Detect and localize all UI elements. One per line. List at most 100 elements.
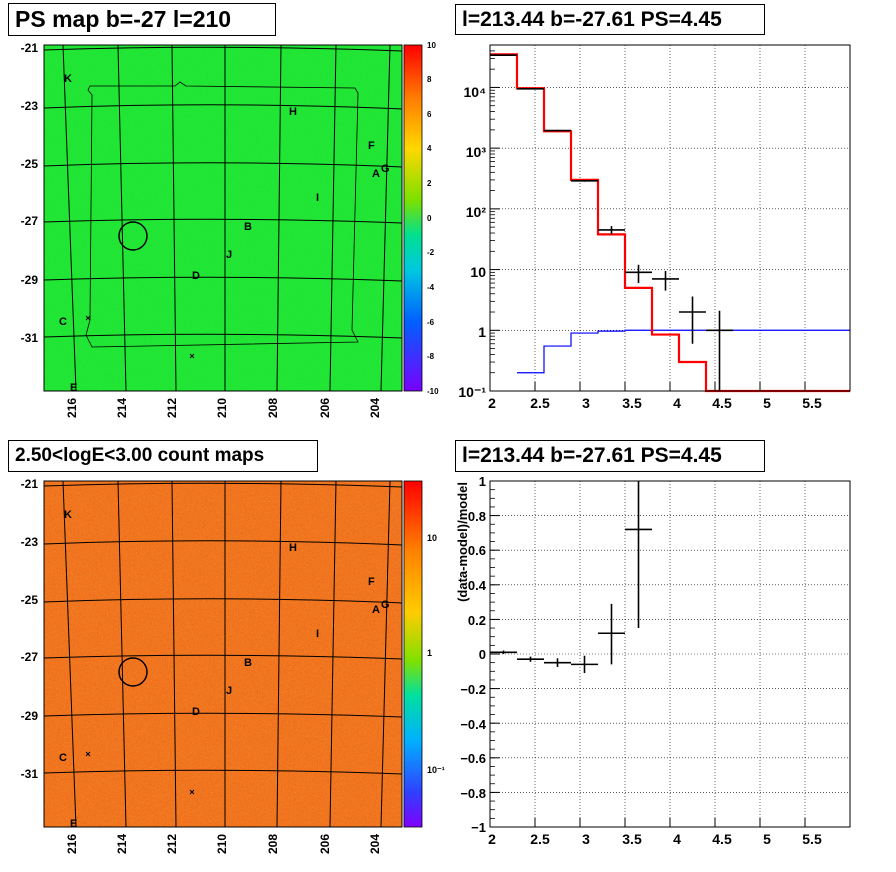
source-label-h: H	[289, 542, 297, 554]
count-map-xtick: 204	[368, 834, 382, 854]
count-cb-tick: 10⁻¹	[427, 765, 445, 775]
ps-map-xtick: 208	[266, 398, 280, 418]
count-map-crosses	[85, 751, 195, 795]
count-map-ytick: -27	[21, 650, 39, 664]
ps-map-ytick: -31	[21, 331, 39, 345]
source-label-f: F	[368, 576, 375, 588]
spectrum-xtick: 4	[673, 395, 681, 411]
ps-map-source-labels: K H F A G I B J D C E	[59, 73, 390, 394]
count-map-ytick: -25	[21, 593, 39, 607]
count-map-source-labels: K H F A G I B J D C E	[59, 509, 390, 830]
count-map-ytick: -31	[21, 767, 39, 781]
spectrum-component-line	[517, 329, 850, 374]
ps-map-frame	[43, 44, 403, 392]
ps-map-xtick: 206	[318, 398, 332, 418]
ps-map-ytick: -21	[21, 41, 39, 55]
source-label-a: A	[372, 604, 380, 616]
residual-xtick: 4	[673, 831, 681, 847]
residual-plot: 1 0.8 0.6 0.4 0.2 0 −0.2 −0.4 −0.6 −0.8 …	[455, 474, 851, 847]
count-map-xtick: 214	[115, 834, 129, 854]
count-map-ytick: -29	[21, 709, 39, 723]
count-map-xtick: 210	[215, 834, 229, 854]
count-map-texture-yellow	[44, 481, 402, 827]
source-label-c: C	[59, 752, 67, 764]
ps-cb-tick: 8	[427, 75, 432, 84]
ps-map-colorbar	[403, 44, 423, 392]
count-map-xtick: 206	[318, 834, 332, 854]
ps-cb-tick: -10	[427, 387, 439, 396]
ps-cb-tick: 10	[427, 41, 436, 50]
residual-ytick: −0.4	[460, 717, 486, 732]
count-map-xtick: 216	[65, 834, 79, 854]
ps-cb-tick: -2	[427, 248, 435, 257]
ps-map-title: PS map b=-27 l=210	[8, 3, 276, 36]
spectrum-xtick: 2.5	[530, 395, 550, 411]
residual-ytick: −1	[471, 820, 486, 835]
residual-xtick: 2.5	[530, 831, 550, 847]
source-label-e: E	[70, 382, 77, 394]
ps-map-ytick: -25	[21, 157, 39, 171]
spectrum-title: l=213.44 b=-27.61 PS=4.45	[455, 4, 765, 35]
ps-cb-tick: 4	[427, 144, 432, 153]
residual-xtick: 2	[488, 831, 496, 847]
ps-map-ytick: -27	[21, 214, 39, 228]
ps-map-target-circle	[118, 221, 148, 251]
spectrum-series	[490, 53, 850, 393]
spectrum-ticks	[489, 50, 806, 392]
count-cb-tick: 1	[427, 648, 432, 658]
spectrum-ytick: 10	[470, 264, 486, 280]
spectrum-xtick: 4.5	[712, 395, 732, 411]
ps-cb-tick: -6	[427, 318, 435, 327]
ps-cb-tick: 6	[427, 110, 432, 119]
spectrum-plot: 10⁻¹ 1 10 10² 10³ 10⁴ 2 2.5 3 3.5 4 4.5 …	[458, 44, 851, 411]
ps-cb-tick: -4	[427, 283, 435, 292]
source-label-k: K	[64, 509, 72, 521]
spectrum-x-tick-labels: 2 2.5 3 3.5 4 4.5 5 5.5	[488, 395, 822, 411]
residual-ytick: −0.6	[460, 751, 486, 766]
residual-ticks	[489, 480, 806, 828]
residual-xtick: 3	[582, 831, 590, 847]
spectrum-ytick: 10⁴	[464, 84, 487, 100]
ps-map-crosses	[85, 315, 195, 359]
ps-map-texture	[44, 45, 402, 391]
ps-map-xtick: 212	[165, 398, 179, 418]
count-map-y-ticks: -21 -23 -25 -27 -29 -31	[21, 477, 39, 781]
ps-map-colorbar-ticks: 10 8 6 4 2 0 -2 -4 -6 -8 -10	[427, 41, 439, 396]
ps-map-xtick: 214	[115, 398, 129, 418]
count-map-xtick: 212	[165, 834, 179, 854]
ps-cb-tick: 2	[427, 179, 432, 188]
source-label-h: H	[289, 106, 297, 118]
source-label-j: J	[226, 249, 232, 261]
source-label-a: A	[372, 168, 380, 180]
count-map-grid	[43, 480, 403, 828]
ps-map-panel: K H F A G I B J D C E -21 -23 -25 -27 -2…	[21, 41, 439, 418]
ps-map-xtick: 210	[215, 398, 229, 418]
ps-map-roi-boundary	[85, 81, 359, 348]
source-label-d: D	[192, 270, 200, 282]
source-label-d: D	[192, 706, 200, 718]
source-label-g: G	[381, 163, 390, 175]
source-label-i: I	[316, 628, 319, 640]
ps-map-xtick: 204	[368, 398, 382, 418]
spectrum-ytick: 10³	[466, 144, 487, 160]
residual-ytick: 0.8	[468, 509, 486, 524]
ps-map-y-ticks: -21 -23 -25 -27 -29 -31	[21, 41, 39, 345]
residual-ytick: −0.8	[460, 786, 486, 801]
residual-ytick: −0.2	[460, 682, 486, 697]
residual-ytick: 0	[479, 647, 486, 662]
count-map-colorbar-ticks: 10 1 10⁻¹	[427, 533, 445, 775]
ps-cb-tick: 0	[427, 214, 432, 223]
spectrum-ytick: 10⁻¹	[458, 384, 486, 400]
spectrum-xtick: 5	[763, 395, 771, 411]
residual-ytick: 0.4	[468, 578, 487, 593]
count-map-panel: K H F A G I B J D C E -21 -23 -25 -27 -2…	[21, 477, 445, 854]
count-map-x-ticks: 216 214 212 210 208 206 204	[65, 834, 382, 854]
spectrum-xtick: 2	[488, 395, 496, 411]
ps-map-ytick: -29	[21, 273, 39, 287]
count-map-ytick: -21	[21, 477, 39, 491]
count-map-title: 2.50<logE<3.00 count maps	[8, 440, 318, 472]
spectrum-y-tick-labels: 10⁻¹ 1 10 10² 10³ 10⁴	[458, 84, 486, 400]
source-label-c: C	[59, 316, 67, 328]
spectrum-ytick: 10²	[466, 204, 487, 220]
